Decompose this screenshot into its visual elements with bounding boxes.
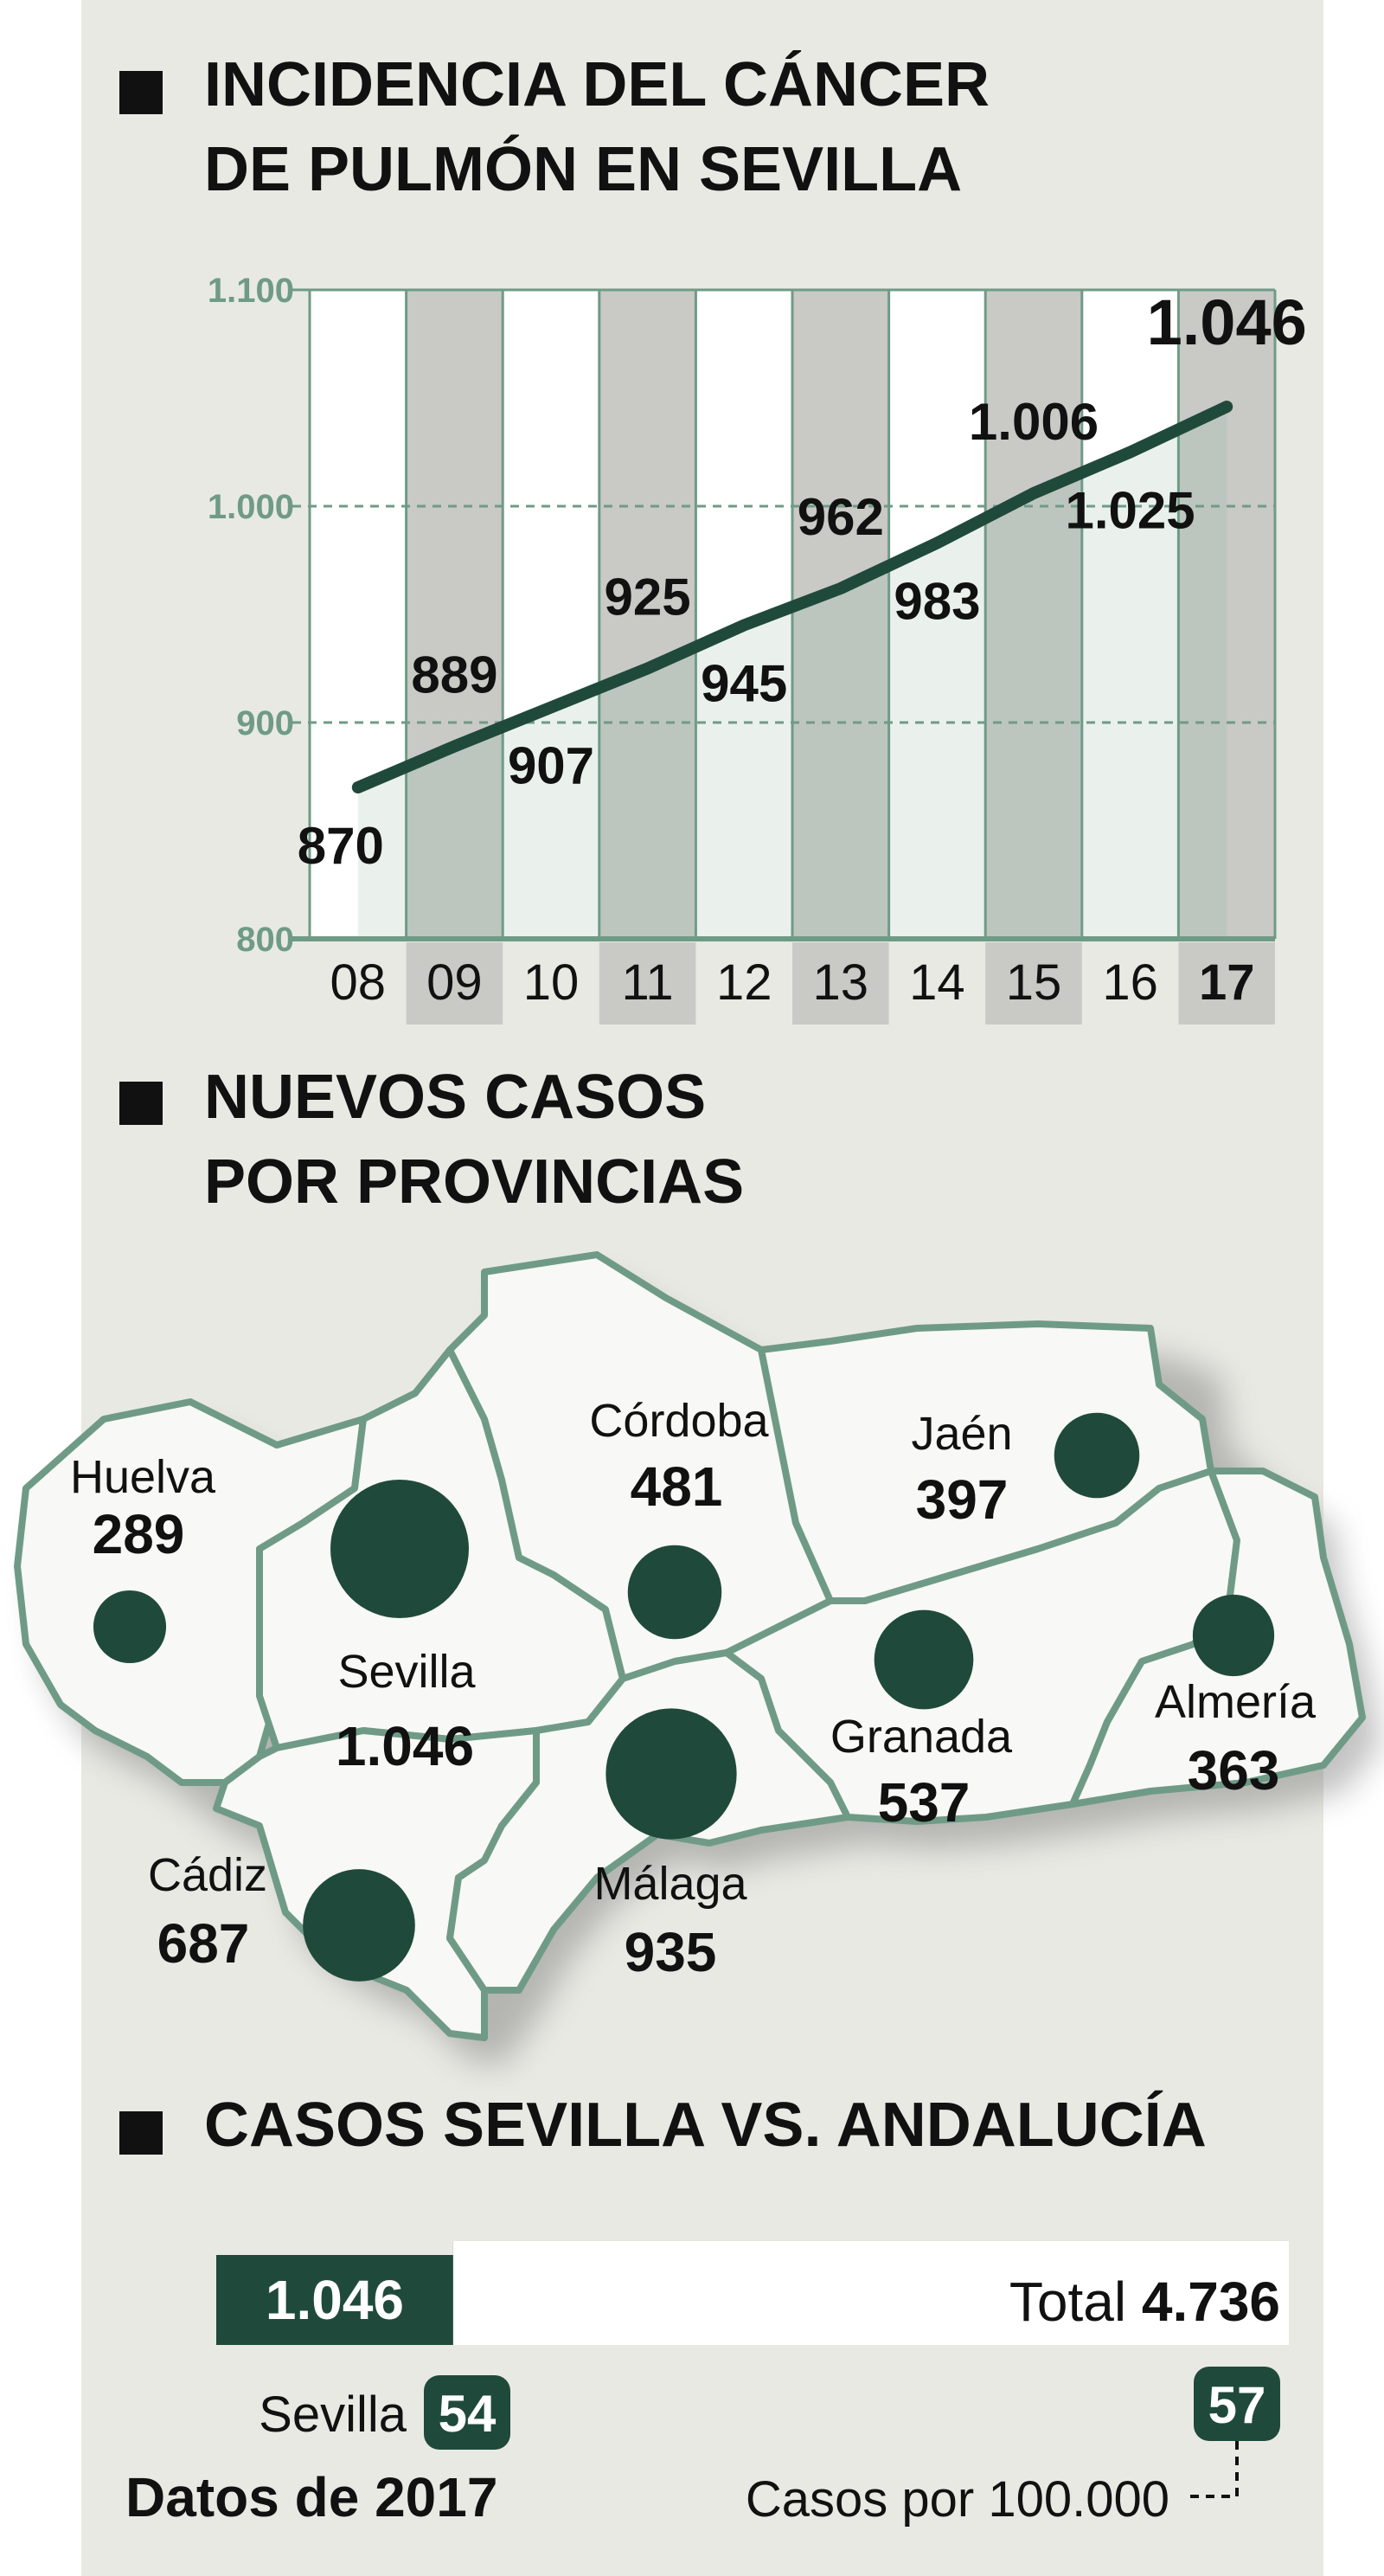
bubble-cordoba — [627, 1545, 722, 1640]
sevilla-rate-value: 54 — [439, 2385, 497, 2443]
section-bullet-square — [119, 1082, 163, 1125]
province-name-malaga: Málaga — [593, 1858, 747, 1910]
incidence-title-line2: DE PULMÓN EN SEVILLA — [204, 135, 963, 204]
section-bullet-square — [119, 2111, 163, 2155]
area-shade-15 — [985, 472, 1082, 939]
province-value-jaen: 397 — [916, 1468, 1009, 1531]
total-value: 4.736 — [1142, 2271, 1280, 2333]
x-tick-label: 09 — [426, 954, 483, 1011]
x-tick-label: 16 — [1102, 954, 1158, 1011]
province-name-huelva: Huelva — [70, 1451, 216, 1503]
data-label-11: 925 — [605, 569, 691, 626]
y-tick-label: 900 — [236, 704, 294, 742]
bubble-malaga — [606, 1708, 737, 1840]
bubble-jaen — [1054, 1412, 1140, 1499]
andalucia-rate-value: 57 — [1208, 2376, 1266, 2434]
provinces-title-line1: NUEVOS CASOS — [204, 1063, 707, 1132]
x-tick-bg-11 — [599, 942, 696, 1025]
x-tick-bg-13 — [792, 942, 889, 1025]
data-year-footer: Datos de 2017 — [125, 2466, 497, 2528]
province-value-huelva: 289 — [93, 1503, 185, 1565]
sevilla-vs-andalucia-bar: 1.046 Total 4.736 Sevilla 54 57 Datos de 2017… — [125, 2241, 1289, 2528]
province-value-granada: 537 — [878, 1771, 971, 1834]
x-tick-label: 12 — [716, 954, 772, 1011]
data-label-15: 1.006 — [969, 393, 1099, 451]
x-tick-label: 15 — [1006, 954, 1062, 1011]
total-label: Total 4.736 — [1009, 2271, 1280, 2333]
province-name-cordoba: Córdoba — [589, 1395, 769, 1447]
bubble-huelva — [93, 1590, 167, 1664]
province-name-granada: Granada — [830, 1711, 1013, 1763]
y-tick-label: 1.100 — [208, 272, 294, 310]
x-tick-label: 10 — [523, 954, 580, 1011]
data-label-16: 1.025 — [1066, 482, 1195, 540]
area-shade-17 — [1178, 407, 1227, 939]
province-value-sevilla: 1.046 — [336, 1715, 474, 1777]
sevilla-bar-label: 1.046 — [266, 2269, 404, 2331]
area-shade-09 — [406, 727, 503, 939]
incidence-title-line1: INCIDENCIA DEL CÁNCER — [204, 50, 990, 119]
data-label-08: 870 — [298, 817, 384, 875]
data-label-13: 962 — [798, 488, 884, 546]
province-name-almeria: Almería — [1155, 1676, 1317, 1728]
y-tick-label: 800 — [236, 921, 294, 959]
data-label-17: 1.046 — [1147, 286, 1307, 358]
rate-caption: Casos por 100.000 — [746, 2471, 1169, 2528]
section-bullet-square — [119, 71, 163, 114]
x-tick-label: 08 — [330, 954, 387, 1011]
x-tick-label: 11 — [621, 954, 673, 1011]
bubble-cadiz — [303, 1869, 415, 1982]
provinces-title-line2: POR PROVINCIAS — [204, 1147, 745, 1217]
sevilla-bar — [216, 2241, 453, 2345]
andalucia-rate-badge — [1194, 2367, 1280, 2441]
data-label-10: 907 — [508, 737, 594, 795]
rate-leader-line — [1187, 2441, 1239, 2498]
sevilla-rate-label: Sevilla — [259, 2386, 407, 2443]
incidence-line-chart: 800 900 1.000 1.100 08 09 10 11 12 13 14 15 16 17 870 8… — [208, 272, 1307, 1025]
province-name-cadiz: Cádiz — [148, 1849, 267, 1901]
sevilla-rate-badge — [424, 2375, 510, 2450]
province-name-jaen: Jaén — [911, 1408, 1012, 1460]
data-label-09: 889 — [411, 646, 497, 704]
province-value-cordoba: 481 — [631, 1455, 723, 1518]
series-line — [351, 401, 1233, 793]
province-name-sevilla: Sevilla — [337, 1646, 476, 1698]
province-bubbles — [93, 1412, 1275, 1982]
bubble-sevilla — [330, 1480, 469, 1618]
total-prefix: Total — [1009, 2271, 1142, 2333]
x-tick-label: 17 — [1199, 954, 1255, 1011]
province-value-malaga: 935 — [625, 1921, 717, 1983]
y-tick-label: 1.000 — [208, 488, 294, 526]
bubble-granada — [874, 1609, 974, 1710]
sevilla-bar-top-notch — [216, 2241, 453, 2255]
province-value-almeria: 363 — [1188, 1739, 1280, 1802]
x-tick-bg-15 — [985, 942, 1082, 1025]
comparison-title: CASOS SEVILLA VS. ANDALUCÍA — [204, 2091, 1207, 2160]
area-shade-13 — [792, 565, 889, 939]
data-label-14: 983 — [894, 573, 980, 631]
data-label-12: 945 — [701, 655, 787, 713]
x-tick-label: 14 — [909, 954, 965, 1011]
x-tick-bg-17 — [1178, 942, 1275, 1025]
x-tick-label: 13 — [813, 954, 869, 1011]
province-value-cadiz: 687 — [157, 1912, 250, 1975]
area-shade-11 — [599, 646, 696, 939]
bubble-almeria — [1192, 1594, 1275, 1677]
x-tick-bg-09 — [406, 942, 503, 1025]
